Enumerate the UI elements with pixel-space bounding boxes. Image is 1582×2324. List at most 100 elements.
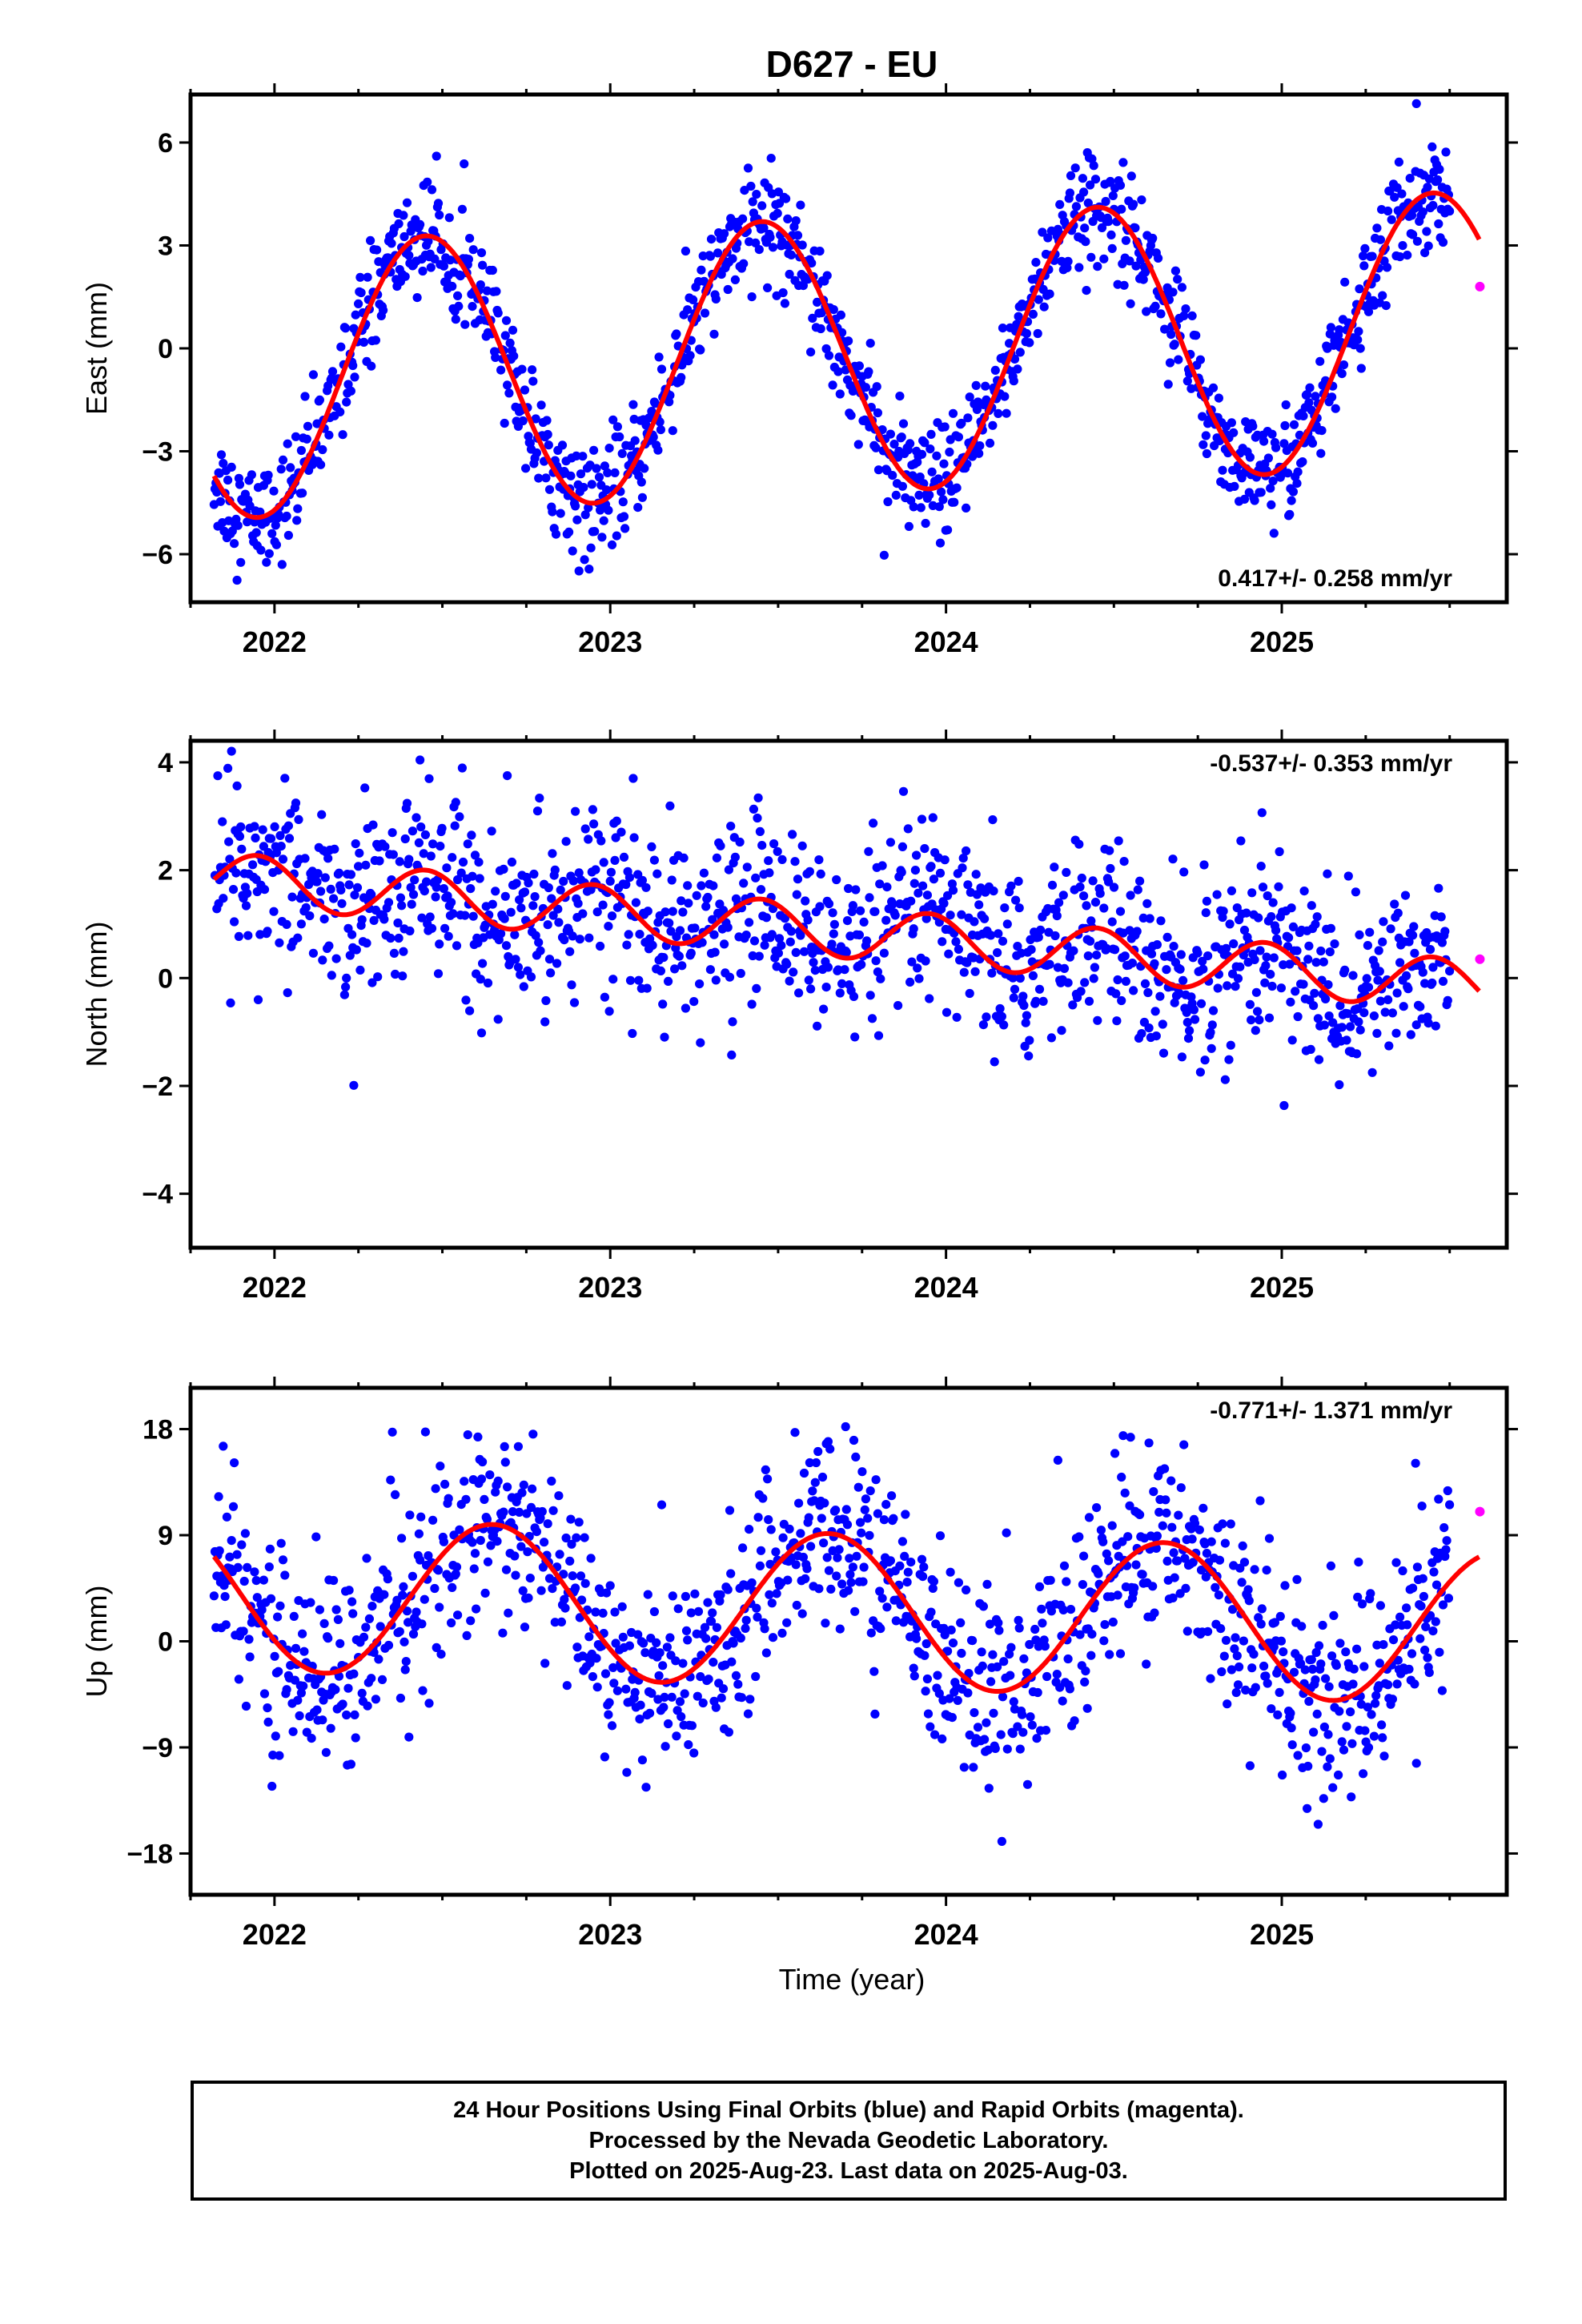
data-point	[718, 1684, 729, 1694]
data-point	[857, 1528, 866, 1538]
data-point	[970, 917, 979, 927]
data-point	[1151, 1031, 1161, 1041]
data-point	[692, 891, 701, 900]
data-point	[493, 1015, 503, 1024]
data-point	[1082, 901, 1091, 911]
data-point	[709, 329, 719, 339]
data-point	[1161, 1495, 1170, 1505]
data-point	[754, 951, 764, 961]
data-point	[377, 1675, 387, 1684]
data-point	[573, 899, 583, 908]
data-point	[649, 855, 660, 865]
data-point	[739, 879, 749, 888]
data-point	[1263, 453, 1273, 463]
data-point	[668, 426, 677, 436]
data-point	[1201, 1572, 1211, 1582]
data-point	[1123, 1532, 1133, 1542]
data-point	[537, 1506, 547, 1517]
data-point	[635, 930, 644, 939]
data-point	[1038, 227, 1047, 237]
data-point	[585, 1659, 595, 1668]
data-point	[269, 486, 279, 496]
data-point	[551, 529, 561, 539]
data-point	[1066, 171, 1076, 180]
data-point	[826, 1584, 836, 1594]
data-point	[879, 948, 889, 958]
data-point	[1202, 448, 1211, 459]
data-point	[491, 352, 500, 362]
data-point	[1411, 1458, 1420, 1468]
data-point	[341, 324, 351, 333]
data-point	[1287, 1740, 1297, 1750]
data-point	[1062, 1577, 1071, 1586]
x-tick-label: 2022	[243, 1271, 307, 1304]
data-point	[288, 1727, 298, 1736]
data-point	[637, 493, 648, 502]
data-point	[580, 1533, 589, 1542]
data-point	[1398, 241, 1407, 251]
data-point	[806, 348, 816, 357]
data-point	[416, 755, 425, 765]
data-point	[693, 1606, 704, 1616]
data-point	[928, 813, 938, 822]
data-point	[848, 901, 857, 911]
data-point	[850, 1606, 860, 1616]
data-point	[1412, 1562, 1422, 1572]
data-point	[799, 947, 809, 956]
data-point	[837, 1579, 847, 1589]
data-point	[1420, 248, 1430, 258]
data-point	[851, 885, 861, 895]
data-point	[1292, 946, 1302, 955]
data-point	[1104, 877, 1114, 887]
data-point	[412, 813, 421, 822]
data-point	[666, 927, 676, 936]
data-point	[902, 1578, 912, 1587]
data-point	[1038, 1618, 1047, 1628]
data-point	[752, 190, 761, 199]
data-point	[289, 1611, 299, 1621]
data-point	[450, 821, 460, 830]
data-point	[849, 1435, 859, 1445]
data-point	[1382, 263, 1392, 272]
data-point	[1250, 955, 1259, 964]
data-point	[723, 1585, 733, 1594]
data-point	[543, 1519, 552, 1529]
data-point	[1040, 1642, 1050, 1651]
data-point	[398, 1590, 408, 1600]
data-point	[1148, 233, 1158, 243]
data-point	[251, 833, 260, 842]
data-point	[914, 974, 924, 983]
data-point	[1182, 376, 1192, 386]
data-point	[1439, 1523, 1449, 1533]
data-point	[351, 1733, 360, 1743]
data-point	[1195, 1525, 1204, 1534]
data-point	[1158, 1521, 1167, 1530]
data-point	[780, 299, 790, 308]
data-point	[465, 1006, 475, 1015]
data-point	[1318, 1620, 1327, 1630]
plot-frame	[188, 738, 1509, 1250]
data-point	[885, 838, 895, 847]
data-point	[946, 1625, 956, 1634]
data-point	[1445, 967, 1455, 976]
data-point	[1018, 1727, 1028, 1737]
data-point	[394, 219, 404, 228]
data-point	[678, 907, 688, 917]
data-point	[424, 1699, 434, 1708]
data-point	[746, 181, 756, 191]
data-point	[386, 1475, 396, 1485]
data-point	[741, 1623, 750, 1633]
data-point	[1195, 1068, 1205, 1077]
data-point	[296, 1688, 306, 1698]
data-point	[681, 1591, 691, 1602]
data-point	[1107, 917, 1117, 927]
data-point	[1211, 1582, 1220, 1592]
data-point	[541, 995, 551, 1006]
data-point	[1300, 1665, 1310, 1675]
data-point	[1032, 1734, 1042, 1743]
data-point	[709, 930, 719, 939]
data-point	[1359, 1769, 1368, 1779]
data-point	[1025, 1639, 1034, 1650]
data-point	[727, 1050, 737, 1059]
data-point	[677, 961, 687, 971]
